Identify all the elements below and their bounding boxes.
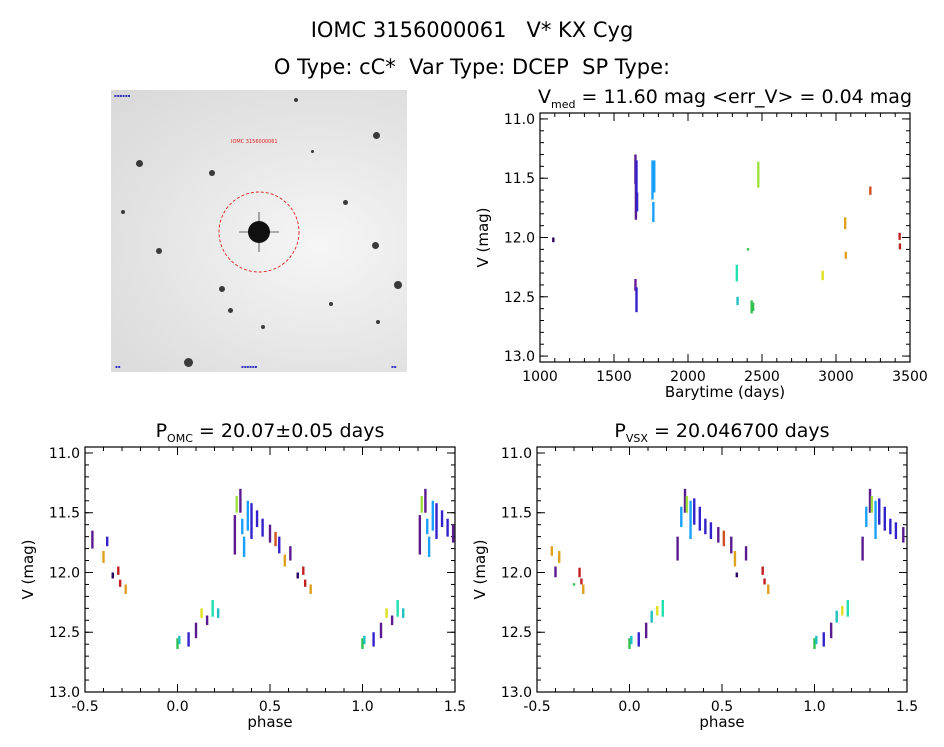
x-tick-label: 0.5 <box>711 699 733 715</box>
y-tick-label: 12.0 <box>49 565 80 581</box>
x-tick-label: 2500 <box>744 369 780 385</box>
field-star <box>376 320 380 324</box>
x-axis-label: phase <box>699 713 744 731</box>
y-tick-label: 13.0 <box>49 685 80 701</box>
title-base: P <box>156 420 167 442</box>
x-tick-label: 0.5 <box>259 699 281 715</box>
y-axis-label: V (mag) <box>474 207 492 267</box>
x-tick-label: 1500 <box>596 369 632 385</box>
field-star <box>209 170 215 176</box>
y-tick-label: 11.0 <box>49 446 80 462</box>
x-tick-label: 1.5 <box>896 699 918 715</box>
y-tick-label: 11.5 <box>501 506 532 522</box>
x-tick-label: 1.5 <box>444 699 466 715</box>
figure-title: IOMC 3156000061 V* KX Cyg <box>310 18 634 42</box>
field-star <box>136 160 143 167</box>
title-rest: = 11.60 mag <err_V> = 0.04 mag <box>575 86 912 108</box>
y-tick-label: 11.5 <box>49 506 80 522</box>
y-tick-label: 11.5 <box>504 171 535 187</box>
x-tick-label: 0.0 <box>618 699 640 715</box>
x-tick-label: 1.0 <box>351 699 373 715</box>
field-star <box>294 98 298 102</box>
y-tick-label: 12.5 <box>504 290 535 306</box>
title-subscript: VSX <box>626 432 649 445</box>
x-tick-label: 1000 <box>522 369 558 385</box>
field-star <box>372 242 379 249</box>
field-star <box>121 210 125 214</box>
field-star <box>156 248 162 254</box>
chart-title: POMC = 20.07±0.05 days <box>156 420 385 445</box>
target-star <box>248 221 270 243</box>
field-star <box>219 286 225 292</box>
field-star <box>373 132 380 139</box>
y-axis-label: V (mag) <box>19 539 37 599</box>
x-tick-label: 3000 <box>818 369 854 385</box>
y-tick-label: 13.0 <box>504 349 535 365</box>
plot-frame <box>536 446 908 693</box>
field-star <box>261 325 265 329</box>
y-tick-label: 11.0 <box>504 112 535 128</box>
y-tick-label: 12.5 <box>501 625 532 641</box>
field-star <box>184 358 193 367</box>
image-caption: ▪▪ <box>115 364 121 369</box>
x-tick-label: -0.5 <box>71 699 98 715</box>
field-star <box>394 281 402 289</box>
title-rest: = 20.046700 days <box>648 420 830 442</box>
title-rest: = 20.07±0.05 days <box>193 420 385 442</box>
title-base: V <box>538 86 551 108</box>
title-subscript: OMC <box>167 432 193 445</box>
title-subscript: med <box>551 98 575 111</box>
field-star <box>228 308 233 313</box>
x-tick-label: 0.0 <box>166 699 188 715</box>
x-tick-label: -0.5 <box>523 699 550 715</box>
x-tick-label: 3500 <box>892 369 928 385</box>
y-tick-label: 13.0 <box>501 685 532 701</box>
y-tick-label: 12.5 <box>49 625 80 641</box>
image-caption: ▪▪▪▪▪▪ <box>241 364 258 369</box>
field-star <box>311 150 314 153</box>
image-caption: ▪▪ <box>391 364 397 369</box>
field-star <box>343 200 348 205</box>
title-base: P <box>614 420 625 442</box>
y-tick-label: 11.0 <box>501 446 532 462</box>
y-tick-label: 12.0 <box>504 231 535 247</box>
field-star <box>329 302 333 306</box>
x-axis-label: Barytime (days) <box>665 383 785 401</box>
image-caption: ▪▪▪▪▪▪ <box>114 93 131 98</box>
x-axis-label: phase <box>247 713 292 731</box>
x-tick-label: 2000 <box>670 369 706 385</box>
chart-title: PVSX = 20.046700 days <box>614 420 829 445</box>
figure-subtitle: O Type: cC* Var Type: DCEP SP Type: <box>273 55 671 79</box>
x-tick-label: 1.0 <box>803 699 825 715</box>
chart-title: Vmed = 11.60 mag <err_V> = 0.04 mag <box>538 86 912 111</box>
y-tick-label: 12.0 <box>501 565 532 581</box>
y-axis-label: V (mag) <box>471 539 489 599</box>
target-circle <box>218 191 300 273</box>
target-label: IOMC 3156000061 <box>231 139 278 145</box>
sky-image-panel: ▪▪▪▪▪▪ IOMC 3156000061 ▪▪ ▪▪▪▪▪▪ ▪▪ <box>111 90 407 372</box>
